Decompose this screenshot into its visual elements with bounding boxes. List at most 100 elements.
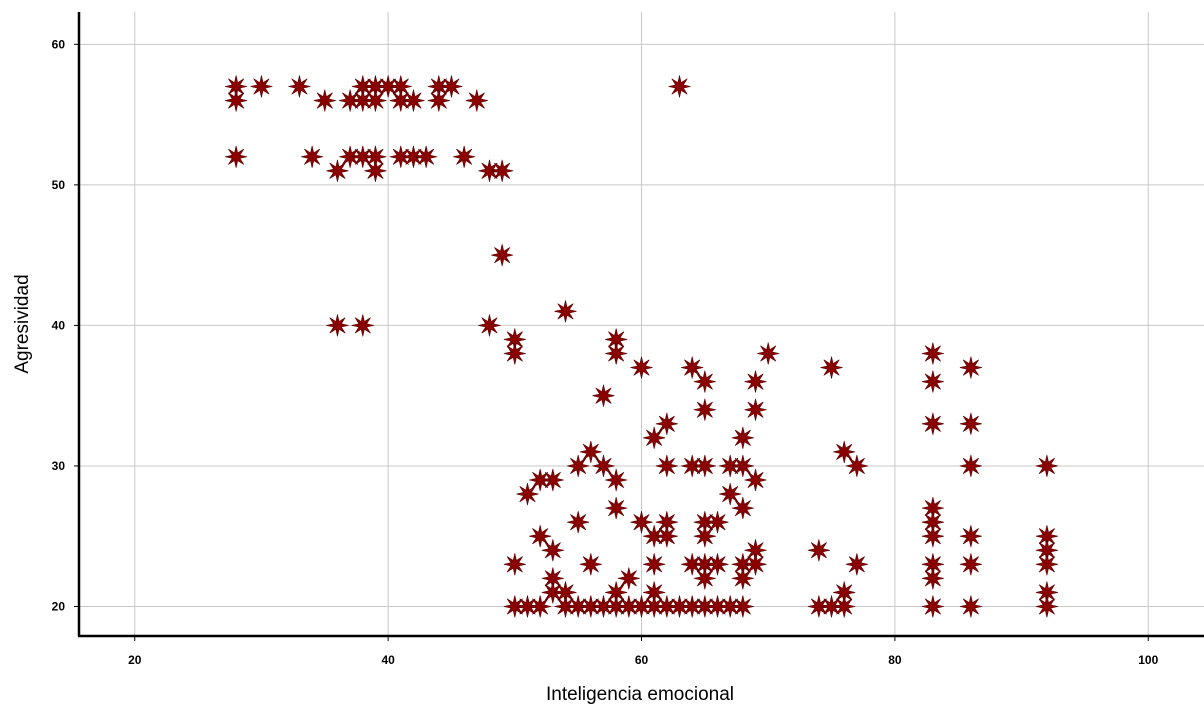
data-point <box>250 75 273 98</box>
data-point <box>554 595 577 618</box>
data-point <box>845 553 868 576</box>
data-point <box>503 342 526 365</box>
x-tick-label: 100 <box>1138 653 1158 667</box>
data-point <box>921 525 944 548</box>
data-point <box>693 595 716 618</box>
data-point <box>377 75 400 98</box>
data-point <box>592 595 615 618</box>
data-point <box>225 89 248 112</box>
data-point <box>567 595 590 618</box>
data-point <box>655 595 678 618</box>
data-point <box>351 145 374 168</box>
data-point <box>630 595 653 618</box>
data-point <box>744 398 767 421</box>
data-point <box>1035 454 1058 478</box>
data-point <box>567 511 590 534</box>
data-point <box>225 145 248 168</box>
x-tick-label: 80 <box>888 653 902 667</box>
data-point <box>364 159 387 182</box>
data-point <box>617 595 640 618</box>
data-point <box>807 595 830 618</box>
data-point <box>364 89 387 112</box>
y-tick-label: 60 <box>52 37 66 51</box>
data-point <box>605 595 628 618</box>
data-point <box>579 595 602 618</box>
data-point <box>605 342 628 365</box>
data-point <box>731 567 754 590</box>
data-point <box>655 525 678 548</box>
data-point <box>605 468 628 492</box>
data-point <box>478 159 501 182</box>
data-point <box>655 454 678 478</box>
data-point <box>731 595 754 618</box>
data-point <box>389 89 412 112</box>
data-point <box>693 454 716 478</box>
data-point <box>719 482 742 506</box>
data-point <box>820 595 843 618</box>
data-point <box>731 426 754 449</box>
data-points <box>225 75 1058 618</box>
tick-labels: 20 40 60 80 100 20 30 40 50 60 <box>52 37 1159 667</box>
data-point <box>617 567 640 590</box>
y-axis-title: Agresividad <box>12 274 33 373</box>
data-point <box>339 89 362 112</box>
data-point <box>959 525 982 548</box>
data-point <box>921 412 944 435</box>
data-point <box>959 356 982 379</box>
x-tick-label: 60 <box>635 653 649 667</box>
data-point <box>807 539 830 562</box>
data-point <box>921 370 944 393</box>
data-point <box>959 595 982 618</box>
data-point <box>541 539 564 562</box>
data-point <box>693 567 716 590</box>
data-point <box>592 454 615 478</box>
data-point <box>668 75 691 98</box>
data-point <box>719 595 742 618</box>
data-point <box>959 454 982 478</box>
data-point <box>706 595 729 618</box>
data-point <box>579 440 602 463</box>
data-point <box>655 412 678 435</box>
data-point <box>681 356 704 379</box>
x-tick-label: 20 <box>128 653 142 667</box>
data-point <box>833 440 856 463</box>
data-point <box>959 553 982 576</box>
data-point <box>693 525 716 548</box>
grid <box>79 12 1204 636</box>
data-point <box>541 468 564 492</box>
data-point <box>567 454 590 478</box>
data-point <box>592 384 615 407</box>
data-point <box>541 581 564 604</box>
data-point <box>313 89 336 112</box>
data-point <box>693 398 716 421</box>
data-point <box>959 412 982 435</box>
data-point <box>402 89 425 112</box>
data-point <box>516 482 539 506</box>
data-point <box>427 89 450 112</box>
data-point <box>415 145 438 168</box>
data-point <box>693 370 716 393</box>
data-point <box>453 145 476 168</box>
data-point <box>630 356 653 379</box>
data-point <box>731 454 754 478</box>
data-point <box>389 145 412 168</box>
data-point <box>351 89 374 112</box>
data-point <box>643 553 666 576</box>
data-point <box>731 497 754 520</box>
data-point <box>630 511 653 534</box>
data-point <box>491 159 514 182</box>
data-point <box>845 454 868 478</box>
data-point <box>921 567 944 590</box>
data-point <box>643 426 666 449</box>
data-point <box>402 145 425 168</box>
data-point <box>921 342 944 365</box>
data-point <box>440 75 463 98</box>
data-point <box>326 314 349 337</box>
data-point <box>339 145 362 168</box>
data-point <box>833 595 856 618</box>
data-point <box>706 553 729 576</box>
data-point <box>516 595 539 618</box>
data-point <box>744 370 767 393</box>
data-point <box>719 454 742 478</box>
